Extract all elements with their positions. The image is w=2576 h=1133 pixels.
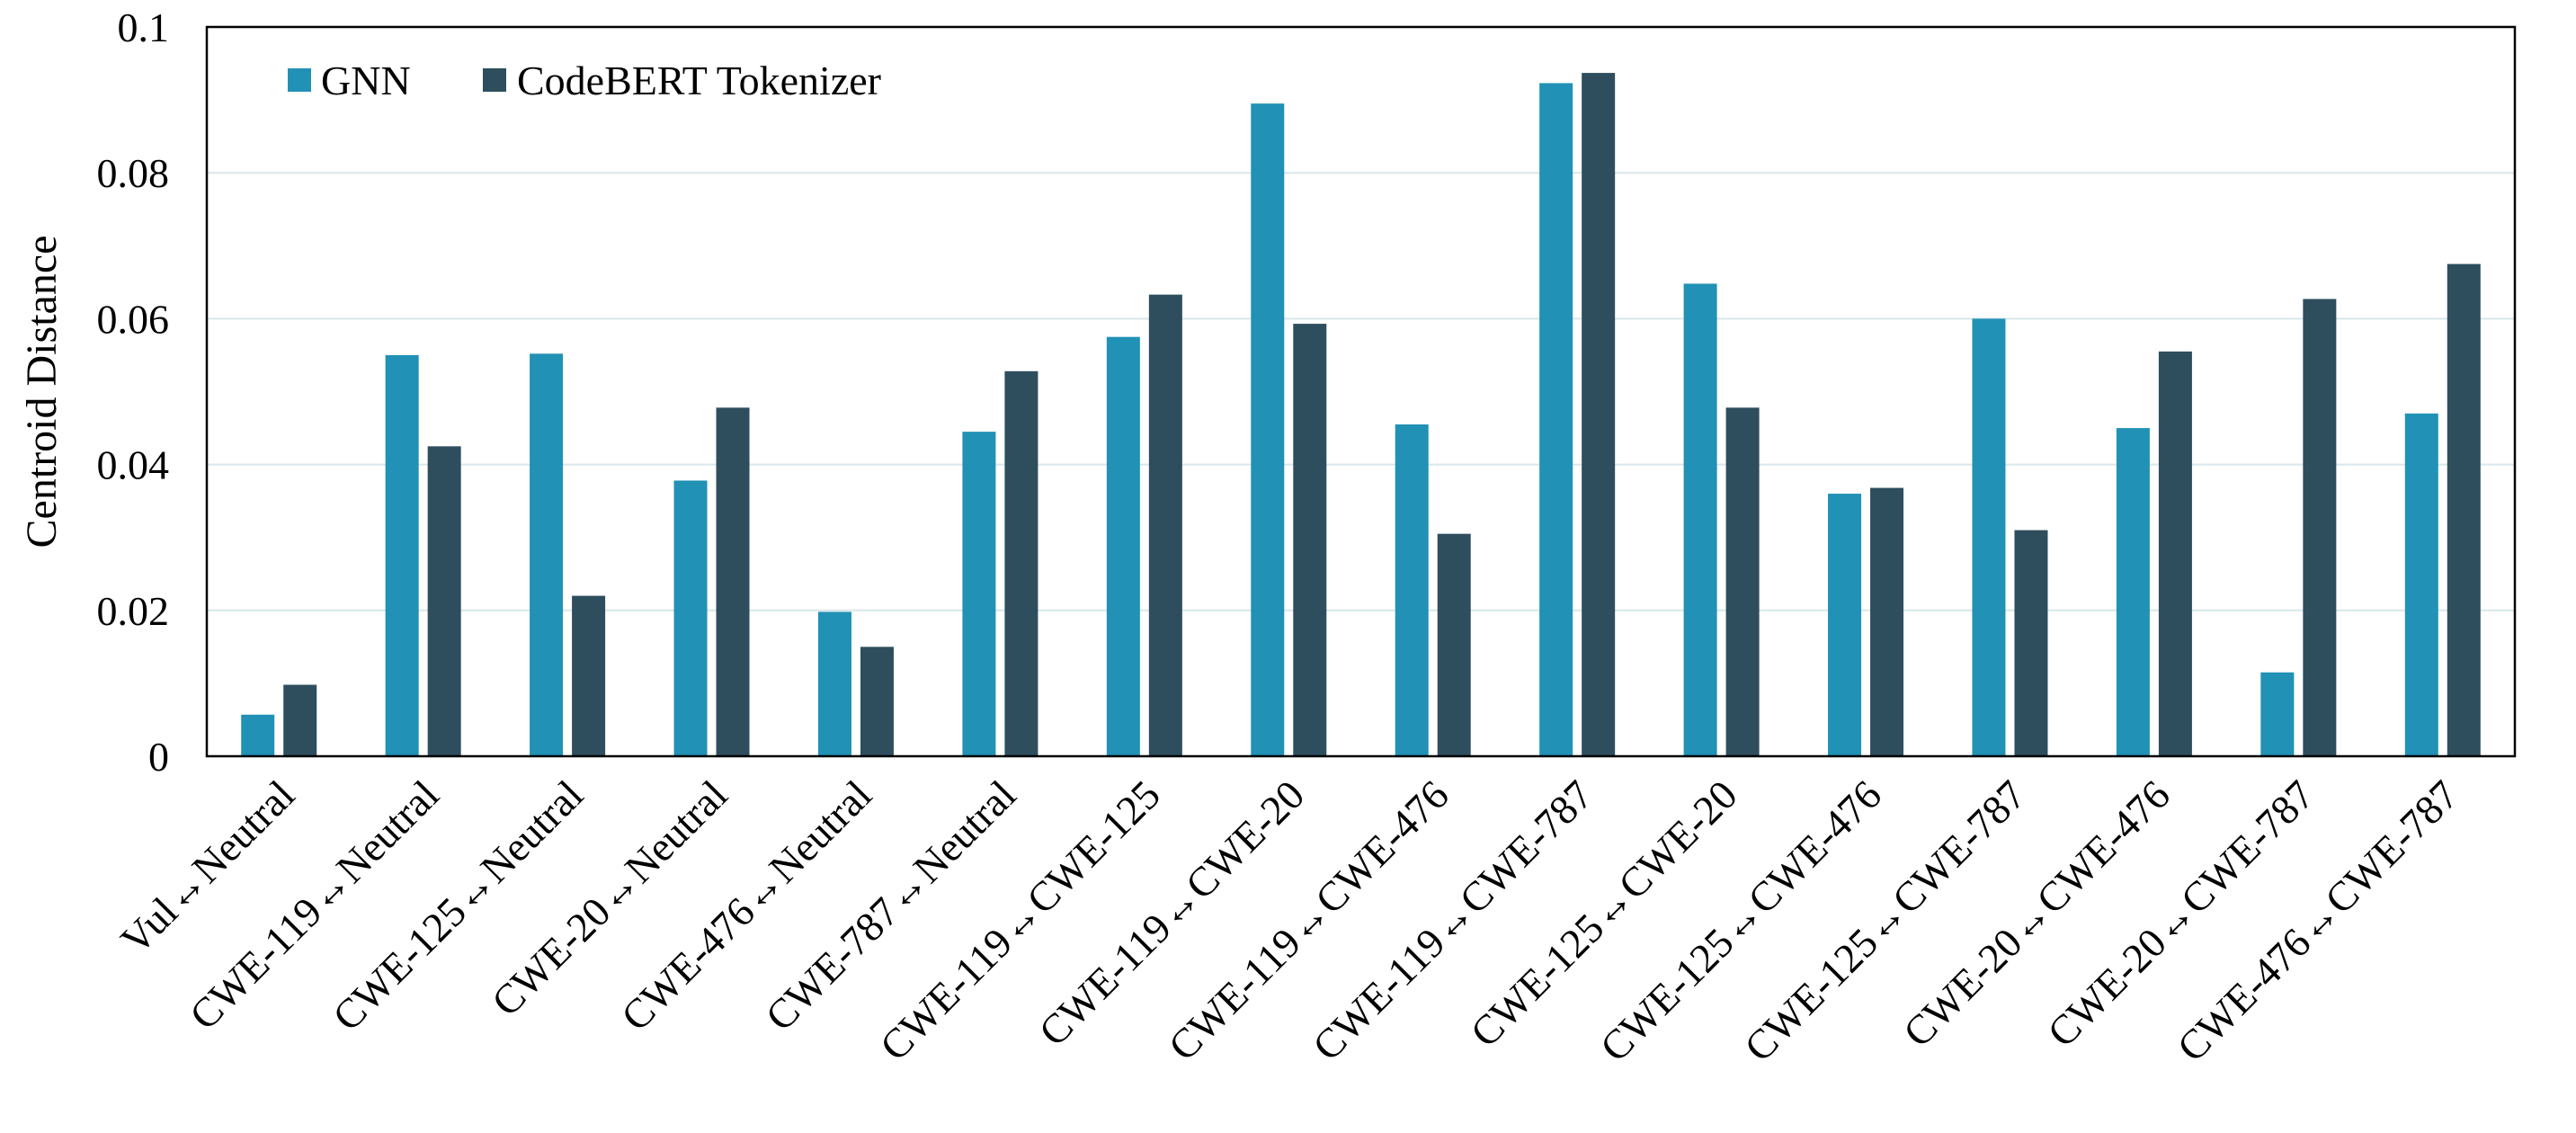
bar-codebert-tokenizer-cwe-125-vs-cwe-476 (1870, 487, 1904, 756)
bar-codebert-tokenizer-cwe-787-vs-neutral (1004, 370, 1038, 756)
bar-gnn-cwe-787-vs-neutral (962, 432, 996, 756)
bar-codebert-tokenizer-cwe-125-vs-cwe-20 (1725, 407, 1760, 756)
bar-codebert-tokenizer-vul-vs-neutral (283, 684, 317, 756)
bar-codebert-tokenizer-cwe-119-vs-cwe-125 (1148, 294, 1182, 757)
bar-gnn-vul-vs-neutral (241, 714, 275, 756)
bar-codebert-tokenizer-cwe-476-vs-cwe-787 (2447, 263, 2481, 756)
legend-label-codebert-tokenizer: CodeBERT Tokenizer (517, 58, 881, 103)
bar-gnn-cwe-476-vs-neutral (817, 611, 851, 756)
bar-codebert-tokenizer-cwe-119-vs-cwe-787 (1582, 73, 1616, 756)
bar-gnn-cwe-125-vs-cwe-787 (1972, 318, 2006, 756)
bar-codebert-tokenizer-cwe-119-vs-cwe-20 (1293, 324, 1327, 756)
bar-gnn-cwe-125-vs-cwe-476 (1828, 494, 1862, 756)
x-category-label-cwe-125-vs-cwe-20: CWE-125↔CWE-20 (1462, 772, 1746, 1056)
x-category-label-cwe-125-vs-cwe-476: CWE-125↔CWE-476 (1591, 772, 1890, 1070)
bar-gnn-cwe-119-vs-cwe-476 (1395, 424, 1429, 756)
x-category-label-cwe-125-vs-cwe-787: CWE-125↔CWE-787 (1735, 772, 2034, 1070)
y-axis-ticks: 0 0.02 0.04 0.06 0.08 0.1 (97, 4, 170, 780)
bar-codebert-tokenizer-cwe-476-vs-neutral (860, 647, 894, 756)
bar-codebert-tokenizer-cwe-20-vs-cwe-476 (2158, 351, 2192, 756)
bar-codebert-tokenizer-cwe-20-vs-cwe-787 (2303, 299, 2337, 756)
y-tick-label: 0.08 (97, 150, 170, 196)
y-axis-title: Centroid Distance (18, 236, 66, 549)
x-category-label-cwe-119-vs-cwe-476: CWE-119↔CWE-476 (1160, 772, 1457, 1069)
y-tick-label: 0.1 (118, 4, 170, 50)
x-category-label-cwe-125-vs-neutral: CWE-125↔Neutral (324, 772, 592, 1039)
x-axis-category-labels: Vul↔NeutralCWE-119↔NeutralCWE-125↔Neutra… (111, 772, 2467, 1070)
x-category-label-cwe-787-vs-neutral: CWE-787↔Neutral (756, 772, 1024, 1039)
bar-gnn-cwe-20-vs-cwe-476 (2116, 428, 2150, 756)
plot-frame (205, 25, 2517, 758)
y-tick-label: 0.06 (97, 296, 170, 342)
legend-label-gnn: GNN (321, 58, 411, 103)
bar-codebert-tokenizer-cwe-125-vs-neutral (572, 595, 606, 756)
x-category-label-cwe-476-vs-neutral: CWE-476↔Neutral (612, 772, 880, 1039)
x-category-label-cwe-119-vs-cwe-125: CWE-119↔CWE-125 (871, 772, 1169, 1069)
y-tick-label: 0 (148, 734, 169, 780)
bar-codebert-tokenizer-cwe-20-vs-neutral (716, 407, 750, 756)
bar-gnn-cwe-125-vs-cwe-20 (1683, 283, 1717, 756)
bar-codebert-tokenizer-cwe-119-vs-neutral (427, 446, 461, 756)
bar-codebert-tokenizer-cwe-125-vs-cwe-787 (2014, 530, 2048, 756)
bars (241, 73, 2481, 757)
x-category-label-cwe-119-vs-neutral: CWE-119↔Neutral (181, 772, 448, 1039)
y-tick-label: 0.02 (97, 588, 170, 634)
legend: GNN CodeBERT Tokenizer (288, 58, 881, 103)
x-category-label-cwe-476-vs-cwe-787: CWE-476↔CWE-787 (2168, 772, 2466, 1070)
bar-gnn-cwe-119-vs-cwe-20 (1251, 103, 1285, 756)
legend-swatch-gnn (288, 68, 311, 92)
y-tick-label: 0.04 (97, 442, 170, 488)
x-category-label-cwe-20-vs-cwe-476: CWE-20↔CWE-476 (1894, 772, 2179, 1056)
bar-gnn-cwe-20-vs-cwe-787 (2260, 672, 2295, 756)
bar-gnn-cwe-119-vs-cwe-787 (1539, 83, 1573, 756)
bar-gnn-cwe-119-vs-neutral (385, 354, 419, 756)
x-category-label-cwe-119-vs-cwe-20: CWE-119↔CWE-20 (1030, 772, 1313, 1055)
bar-codebert-tokenizer-cwe-119-vs-cwe-476 (1437, 533, 1471, 756)
x-category-label-cwe-20-vs-cwe-787: CWE-20↔CWE-787 (2038, 772, 2322, 1056)
bar-gnn-cwe-119-vs-cwe-125 (1106, 336, 1140, 756)
bar-gnn-cwe-125-vs-neutral (530, 353, 564, 756)
x-category-label-cwe-119-vs-cwe-787: CWE-119↔CWE-787 (1304, 772, 1601, 1069)
legend-swatch-codebert-tokenizer (483, 68, 506, 92)
bar-gnn-cwe-476-vs-cwe-787 (2404, 413, 2438, 756)
bar-gnn-cwe-20-vs-neutral (673, 480, 708, 756)
